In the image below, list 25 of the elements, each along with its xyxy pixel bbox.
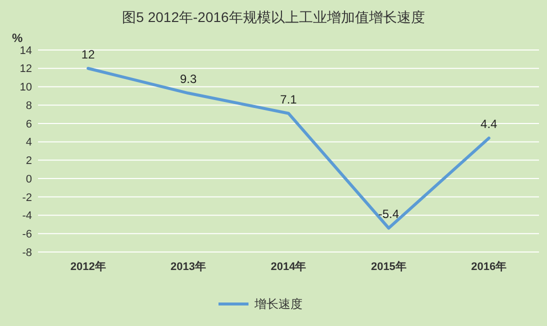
x-tick-label: 2014年 <box>270 260 306 273</box>
y-tick-label: 0 <box>26 173 32 186</box>
x-tick-label: 2013年 <box>170 260 206 273</box>
y-tick-label: -6 <box>22 228 32 240</box>
y-tick-label: 10 <box>20 82 32 94</box>
y-tick-label: 2 <box>26 155 32 168</box>
y-tick-label: 6 <box>26 118 32 130</box>
y-tick-label: -2 <box>22 192 32 204</box>
y-tick-label: -8 <box>22 246 32 259</box>
legend-label: 增长速度 <box>254 297 302 312</box>
data-label: 7.1 <box>280 92 298 106</box>
data-label: -5.4 <box>378 207 400 222</box>
data-label: 9.3 <box>180 72 197 86</box>
data-label: 4.4 <box>480 117 498 132</box>
y-tick-label: 4 <box>26 136 32 149</box>
x-tick-label: 2016年 <box>471 260 507 273</box>
y-tick-label: 14 <box>20 44 32 57</box>
y-axis-title: % <box>12 31 23 45</box>
x-tick-label: 2012年 <box>70 260 106 273</box>
x-tick-label: 2015年 <box>370 260 406 273</box>
data-label: 12 <box>81 47 96 62</box>
y-tick-label: 8 <box>26 100 32 112</box>
y-tick-label: 12 <box>20 63 32 76</box>
chart-title: 图5 2012年-2016年规模以上工业增加值增长速度 <box>122 9 425 25</box>
y-tick-label: -4 <box>22 210 32 222</box>
